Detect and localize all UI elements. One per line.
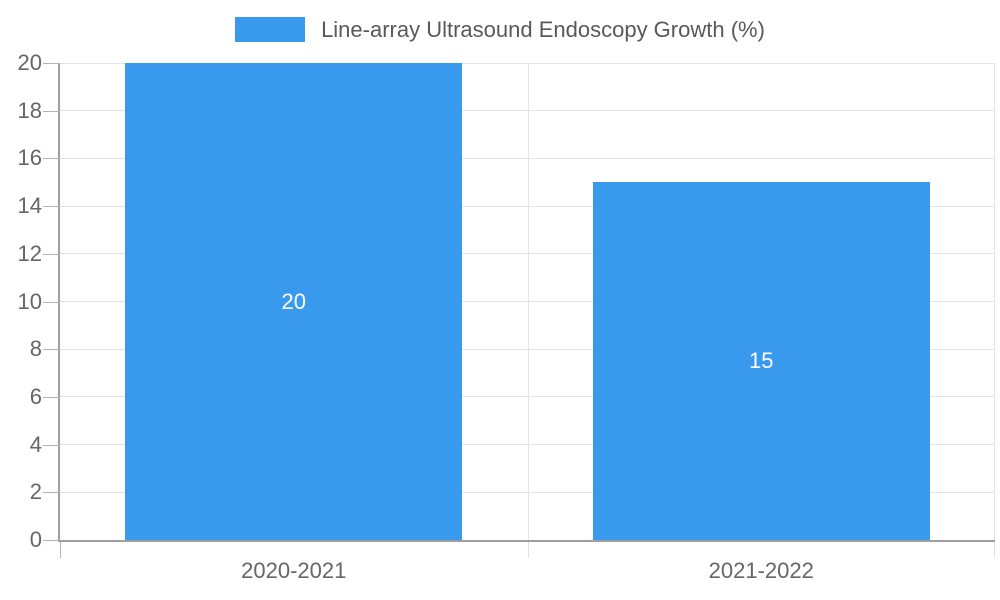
legend-label: Line-array Ultrasound Endoscopy Growth (… xyxy=(321,17,765,42)
y-axis-tick xyxy=(43,110,60,112)
y-axis-tick-label: 12 xyxy=(17,240,42,266)
y-gridline xyxy=(60,396,995,398)
y-axis-tick-label: 10 xyxy=(17,288,42,314)
y-axis-tick xyxy=(43,158,60,160)
bar-value-label: 20 xyxy=(281,288,306,314)
y-axis-tick xyxy=(43,492,60,494)
y-axis-tick xyxy=(43,206,60,208)
y-gridline xyxy=(60,491,995,493)
y-gridline xyxy=(60,301,995,302)
y-axis-tick xyxy=(43,396,60,398)
bar xyxy=(592,182,930,540)
plot-area: 20 15 xyxy=(58,62,995,542)
y-axis-tick xyxy=(43,301,60,303)
y-axis-tick xyxy=(43,540,60,541)
bar-value-label: 15 xyxy=(748,348,774,374)
legend[interactable]: Line-array Ultrasound Endoscopy Growth (… xyxy=(0,17,1000,42)
x-axis-tick xyxy=(994,542,995,558)
y-axis-tick-label: 16 xyxy=(17,145,42,171)
y-gridline xyxy=(60,62,995,64)
y-gridline xyxy=(60,157,995,159)
y-axis-tick-label: 2 xyxy=(29,479,42,505)
y-gridline xyxy=(60,253,995,255)
category-boundary-gridline xyxy=(528,63,529,540)
y-gridline xyxy=(60,348,995,350)
bar xyxy=(125,63,463,540)
y-gridline xyxy=(60,205,995,207)
x-axis-label: 2021-2022 xyxy=(708,558,814,583)
legend-swatch-icon xyxy=(235,17,306,42)
category-boundary-gridline xyxy=(994,63,995,540)
y-axis-tick-label: 4 xyxy=(29,431,42,457)
y-axis-tick xyxy=(43,444,60,446)
y-axis-tick xyxy=(43,253,60,255)
y-axis-tick-label: 18 xyxy=(17,97,42,123)
y-gridline xyxy=(60,444,995,446)
y-axis-tick-label: 6 xyxy=(29,383,42,409)
y-gridline xyxy=(60,110,995,112)
x-axis-tick xyxy=(60,542,61,558)
y-axis-tick-label: 14 xyxy=(17,193,42,219)
x-axis-label: 2020-2021 xyxy=(241,558,347,583)
y-axis-tick-label: 8 xyxy=(29,336,42,362)
y-axis-tick xyxy=(43,63,60,64)
y-axis-tick-label: 0 xyxy=(29,527,42,552)
y-axis-tick-label: 20 xyxy=(17,50,42,75)
y-axis-tick xyxy=(43,349,60,351)
x-axis-tick xyxy=(528,542,529,558)
